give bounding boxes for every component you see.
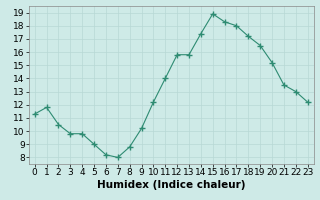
X-axis label: Humidex (Indice chaleur): Humidex (Indice chaleur) (97, 180, 245, 190)
